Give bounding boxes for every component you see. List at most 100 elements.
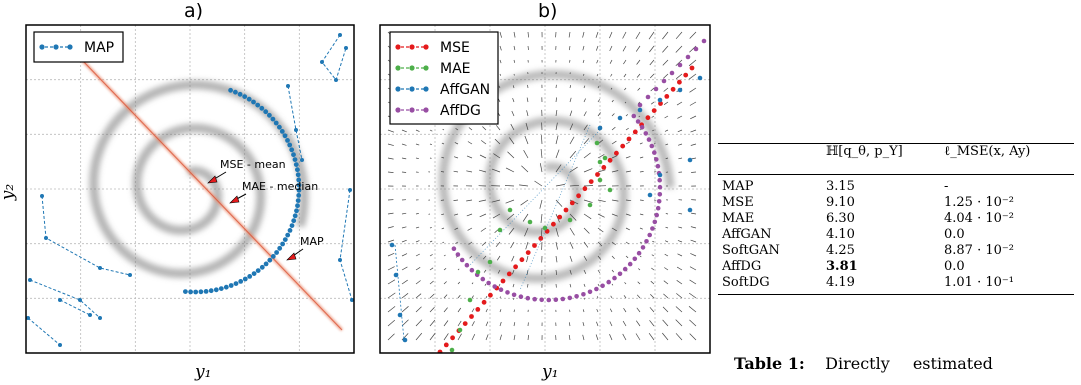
vector-arrow bbox=[611, 170, 619, 173]
vector-arrow bbox=[467, 227, 473, 231]
vector-arrow bbox=[401, 143, 407, 146]
panel-a-annotations: MSE - mean MAE - median MAP bbox=[207, 158, 324, 261]
affdg-point bbox=[464, 262, 470, 268]
vector-arrow bbox=[663, 87, 669, 92]
affdg-point bbox=[685, 54, 691, 60]
affdg-point bbox=[652, 150, 657, 155]
map-point bbox=[263, 109, 269, 115]
vector-arrow bbox=[471, 295, 474, 299]
map-point bbox=[208, 288, 214, 294]
vector-arrow bbox=[467, 141, 473, 145]
vector-arrow bbox=[526, 97, 529, 103]
vector-arrow bbox=[611, 155, 618, 159]
vector-arrow bbox=[555, 164, 562, 173]
map-point bbox=[267, 257, 273, 263]
vector-arrow bbox=[429, 254, 433, 257]
affdg-point bbox=[518, 294, 524, 300]
vector-arrow bbox=[624, 101, 627, 104]
mse-point bbox=[469, 314, 474, 319]
vector-arrow bbox=[540, 227, 543, 238]
vector-arrow bbox=[611, 113, 615, 117]
vector-arrow bbox=[677, 115, 683, 119]
vector-arrow bbox=[555, 269, 558, 276]
vector-arrow bbox=[401, 266, 408, 271]
map-point bbox=[213, 287, 219, 293]
map-dashed-path bbox=[321, 34, 347, 82]
map-point bbox=[291, 152, 296, 158]
vector-arrow bbox=[653, 143, 656, 145]
vector-arrow bbox=[597, 283, 600, 287]
vector-arrow bbox=[583, 138, 590, 145]
annotation-map: MAP bbox=[300, 235, 324, 248]
vector-arrow bbox=[401, 306, 409, 313]
vector-arrow bbox=[478, 199, 487, 202]
mae-point bbox=[497, 227, 503, 233]
vector-arrow bbox=[387, 129, 395, 133]
vector-arrow bbox=[509, 137, 515, 145]
svg-text:AffGAN: AffGAN bbox=[440, 82, 490, 98]
affgan-point bbox=[402, 337, 408, 343]
panel-a-density bbox=[89, 80, 309, 278]
vector-arrow bbox=[609, 334, 613, 341]
vector-arrow bbox=[494, 138, 501, 145]
vector-arrow bbox=[505, 167, 515, 173]
mse-point bbox=[645, 115, 651, 121]
map-point bbox=[293, 162, 299, 168]
vector-arrow bbox=[527, 84, 529, 89]
vector-arrow bbox=[583, 98, 586, 103]
vector-arrow bbox=[455, 128, 459, 131]
panel-b-grid bbox=[380, 25, 710, 353]
vector-arrow bbox=[506, 213, 515, 221]
map-point bbox=[193, 289, 199, 295]
cell-method: AffGAN bbox=[722, 227, 772, 242]
vector-arrow bbox=[611, 269, 614, 273]
vector-arrow bbox=[597, 99, 600, 103]
vector-arrow bbox=[597, 213, 605, 218]
affdg-point bbox=[639, 125, 645, 130]
vector-arrow bbox=[512, 269, 515, 275]
cell-method: SoftDG bbox=[722, 275, 770, 290]
vector-arrow bbox=[676, 101, 683, 106]
vector-arrow bbox=[401, 129, 407, 133]
mae-point bbox=[507, 207, 513, 213]
vector-arrow bbox=[637, 87, 641, 91]
map-point bbox=[280, 241, 285, 247]
map-point bbox=[334, 78, 338, 82]
vector-arrow bbox=[415, 306, 422, 313]
vector-arrow bbox=[609, 31, 613, 39]
map-point bbox=[295, 172, 301, 178]
cell-mse: 4.04 · 10⁻² bbox=[944, 211, 1014, 226]
vector-arrow bbox=[677, 240, 683, 243]
vector-arrow bbox=[611, 283, 614, 286]
vector-arrow bbox=[525, 241, 529, 250]
legend-affgan: AffGAN bbox=[395, 82, 490, 98]
panel-a-plot bbox=[26, 25, 354, 353]
affdg-point bbox=[532, 296, 537, 302]
vector-arrow bbox=[689, 333, 697, 341]
vector-arrow bbox=[540, 148, 543, 159]
vector-arrow bbox=[526, 110, 529, 117]
vector-arrow bbox=[525, 122, 529, 131]
vector-arrow bbox=[401, 253, 408, 257]
vector-arrow bbox=[401, 171, 407, 173]
vector-arrow bbox=[611, 140, 617, 145]
table-row: SoftDG 4.19 1.01 · 10⁻¹ bbox=[718, 275, 1074, 295]
cell-entropy: 6.30 bbox=[826, 211, 855, 226]
vector-arrow bbox=[636, 294, 641, 299]
mse-point bbox=[513, 264, 518, 270]
vector-arrow bbox=[675, 306, 683, 313]
panel-a-title: a) bbox=[184, 0, 204, 22]
vector-arrow bbox=[662, 319, 669, 327]
vector-arrow bbox=[415, 319, 423, 327]
vector-arrow bbox=[582, 31, 585, 38]
vector-arrow bbox=[569, 241, 574, 249]
vector-arrow bbox=[609, 59, 613, 64]
vector-arrow bbox=[466, 213, 473, 217]
vector-arrow bbox=[662, 31, 669, 40]
mse-point bbox=[500, 278, 506, 284]
vector-arrow bbox=[690, 129, 697, 133]
col-header-method bbox=[718, 144, 822, 175]
vector-arrow bbox=[513, 322, 516, 327]
affdg-point bbox=[657, 192, 663, 197]
table-row: MAP 3.15 - bbox=[718, 175, 1074, 196]
